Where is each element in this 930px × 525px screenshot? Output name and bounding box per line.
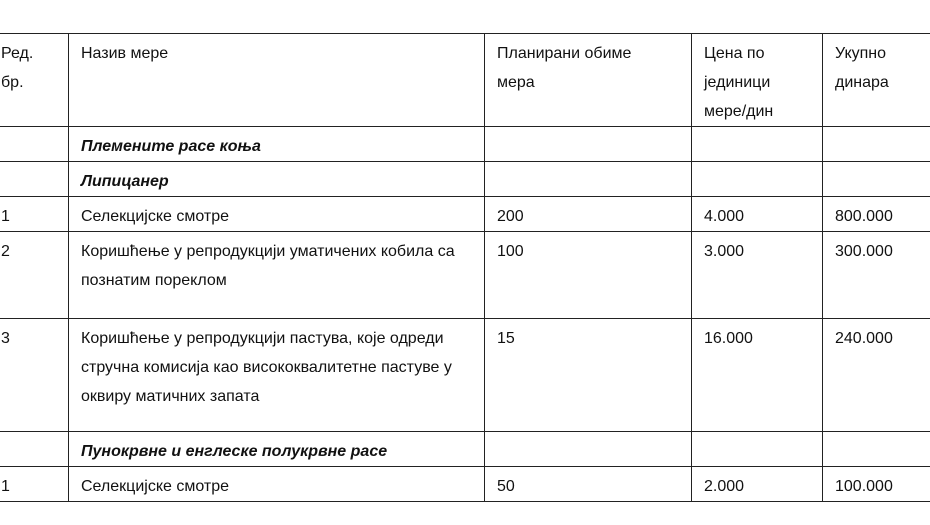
cell-price: 16.000 bbox=[691, 318, 823, 432]
header-price-line: мере/дин bbox=[704, 103, 774, 120]
cell-total bbox=[822, 126, 930, 162]
cell-total: 100.000 bbox=[822, 466, 930, 502]
cell-no: 3 bbox=[0, 318, 69, 432]
header-price-line: јединици bbox=[704, 74, 771, 91]
cell-qty: 50 bbox=[484, 466, 692, 502]
cell-name: Племените расе коња bbox=[68, 126, 485, 162]
cell-name: Пунокрвне и енглеске полукрвне расе bbox=[68, 431, 485, 467]
cell-total: 240.000 bbox=[822, 318, 930, 432]
cell-no bbox=[0, 161, 69, 197]
cell-no: 1 bbox=[0, 196, 69, 232]
header-total: Укупно динара bbox=[822, 33, 930, 127]
table-row: 1 Селекцијске смотре 50 2.000 100.000 bbox=[0, 466, 930, 502]
section-row: Пунокрвне и енглеске полукрвне расе bbox=[0, 431, 930, 467]
header-total-line: динара bbox=[835, 74, 889, 91]
cell-qty bbox=[484, 431, 692, 467]
cell-name: Селекцијске смотре bbox=[68, 466, 485, 502]
table-row: 3 Коришћење у репродукцији пастува, које … bbox=[0, 318, 930, 432]
header-no-line: Ред. bbox=[1, 45, 34, 62]
table-row: 2 Коришћење у репродукцији уматичених коб… bbox=[0, 231, 930, 319]
cell-price: 3.000 bbox=[691, 231, 823, 319]
header-price-line: Цена по bbox=[704, 45, 765, 62]
cell-price bbox=[691, 161, 823, 197]
cell-qty bbox=[484, 126, 692, 162]
header-no: Ред. бр. bbox=[0, 33, 69, 127]
header-total-line: Укупно bbox=[835, 45, 887, 62]
measures-table: Ред. бр. Назив мере Планирани обиме мера Ц… bbox=[0, 33, 930, 502]
header-qty: Планирани обиме мера bbox=[484, 33, 692, 127]
header-name: Назив мере bbox=[68, 33, 485, 127]
section-row: Липицанер bbox=[0, 161, 930, 197]
cell-name: Липицанер bbox=[68, 161, 485, 197]
cell-name: Коришћење у репродукцији уматичених коби… bbox=[68, 231, 485, 319]
cell-no bbox=[0, 431, 69, 467]
cell-price bbox=[691, 126, 823, 162]
cell-no: 1 bbox=[0, 466, 69, 502]
cell-qty bbox=[484, 161, 692, 197]
cell-name: Коришћење у репродукцији пастува, које о… bbox=[68, 318, 485, 432]
header-qty-line: Планирани обиме bbox=[497, 45, 632, 62]
cell-no: 2 bbox=[0, 231, 69, 319]
cell-price: 2.000 bbox=[691, 466, 823, 502]
header-no-line: бр. bbox=[1, 74, 24, 91]
section-row: Племените расе коња bbox=[0, 126, 930, 162]
table-row: 1 Селекцијске смотре 200 4.000 800.000 bbox=[0, 196, 930, 232]
cell-price bbox=[691, 431, 823, 467]
header-row: Ред. бр. Назив мере Планирани обиме мера Ц… bbox=[0, 33, 930, 127]
header-qty-line: мера bbox=[497, 74, 535, 91]
cell-name: Селекцијске смотре bbox=[68, 196, 485, 232]
cell-total: 800.000 bbox=[822, 196, 930, 232]
cell-qty: 100 bbox=[484, 231, 692, 319]
cell-total: 300.000 bbox=[822, 231, 930, 319]
cell-price: 4.000 bbox=[691, 196, 823, 232]
header-price: Цена по јединици мере/дин bbox=[691, 33, 823, 127]
cell-qty: 200 bbox=[484, 196, 692, 232]
cell-total bbox=[822, 431, 930, 467]
cell-qty: 15 bbox=[484, 318, 692, 432]
cell-no bbox=[0, 126, 69, 162]
cell-total bbox=[822, 161, 930, 197]
